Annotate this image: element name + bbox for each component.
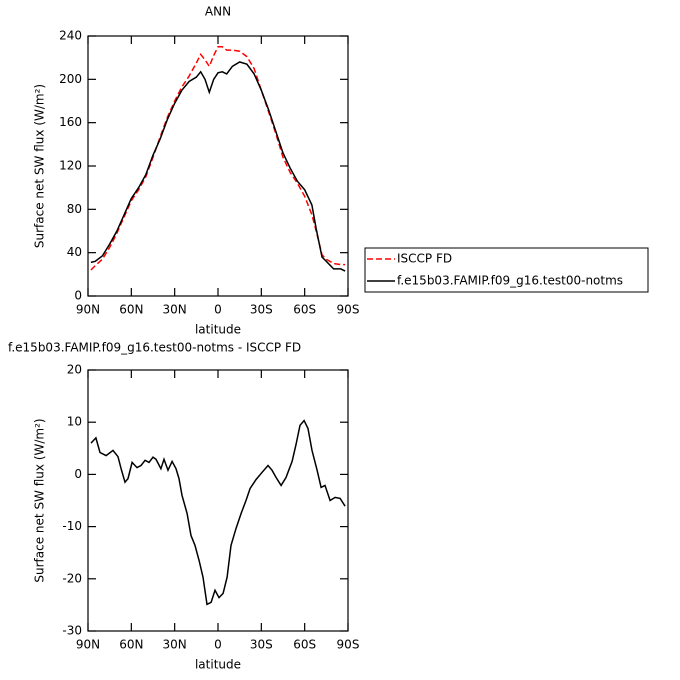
x-tick-label: 90N bbox=[76, 638, 100, 652]
y-axis-label: Surface net SW flux (W/m²) bbox=[33, 418, 47, 582]
data-line bbox=[90, 61, 346, 272]
y-tick-label: 20 bbox=[67, 363, 82, 377]
chart-title: f.e15b03.FAMIP.f09_g16.test00-notms - IS… bbox=[8, 341, 301, 355]
x-tick-label: 60N bbox=[119, 638, 143, 652]
x-tick-label: 60S bbox=[293, 638, 316, 652]
legend-label: f.e15b03.FAMIP.f09_g16.test00-notms bbox=[397, 274, 623, 288]
y-tick-label: 0 bbox=[74, 467, 82, 481]
x-tick-label: 90S bbox=[337, 638, 360, 652]
chart-title: ANN bbox=[205, 5, 231, 19]
legend-label: ISCCP FD bbox=[397, 252, 452, 266]
x-tick-label: 30N bbox=[163, 303, 187, 317]
x-tick-label: 90N bbox=[76, 303, 100, 317]
legend-box bbox=[364, 247, 649, 293]
y-tick-label: 10 bbox=[67, 415, 82, 429]
y-tick-label: -10 bbox=[62, 519, 82, 533]
x-tick-label: 30S bbox=[250, 303, 273, 317]
y-tick-label: 200 bbox=[59, 72, 82, 86]
x-tick-label: 30S bbox=[250, 638, 273, 652]
legend: ISCCP FD f.e15b03.FAMIP.f09_g16.test00-no… bbox=[364, 247, 649, 293]
x-tick-label: 60N bbox=[119, 303, 143, 317]
x-tick-label: 0 bbox=[214, 638, 222, 652]
x-tick-label: 60S bbox=[293, 303, 316, 317]
y-tick-label: 40 bbox=[67, 245, 82, 259]
y-tick-label: -20 bbox=[62, 571, 82, 585]
data-line bbox=[90, 419, 346, 606]
x-axis-label: latitude bbox=[195, 323, 241, 337]
y-tick-label: 80 bbox=[67, 202, 82, 216]
data-line bbox=[90, 46, 346, 271]
y-axis-label: Surface net SW flux (W/m²) bbox=[33, 84, 47, 248]
x-tick-label: 90S bbox=[337, 303, 360, 317]
x-axis-label: latitude bbox=[195, 658, 241, 672]
plot-frame bbox=[87, 35, 349, 297]
x-tick-label: 0 bbox=[214, 303, 222, 317]
y-tick-label: 0 bbox=[74, 289, 82, 303]
y-tick-label: -30 bbox=[62, 624, 82, 638]
plot-frame bbox=[87, 369, 349, 632]
y-tick-label: 240 bbox=[59, 29, 82, 43]
y-tick-label: 160 bbox=[59, 115, 82, 129]
y-tick-label: 120 bbox=[59, 159, 82, 173]
x-tick-label: 30N bbox=[163, 638, 187, 652]
